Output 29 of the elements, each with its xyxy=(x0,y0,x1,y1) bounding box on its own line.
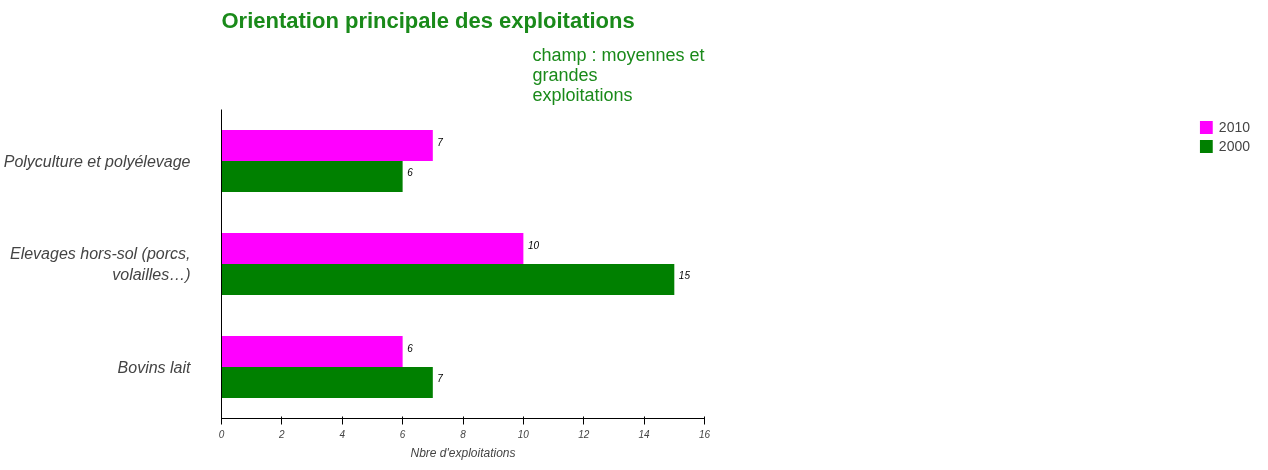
text: champ : moyennes et grandes exploitations xyxy=(532,44,705,105)
y-tick-label: Bovins lait xyxy=(117,358,192,376)
bar xyxy=(221,264,675,295)
x-tick-label: 10 xyxy=(517,428,530,440)
y-tick-label: Elevages hors-sol (porcs, volailles…) xyxy=(9,245,191,283)
data-label: 7 xyxy=(437,373,444,385)
x-axis-title: Nbre d'exploitations xyxy=(410,445,516,460)
data-label: 7 xyxy=(437,136,444,148)
x-tick-label: 4 xyxy=(339,428,346,440)
x-tick-label: 14 xyxy=(638,428,651,440)
bar xyxy=(221,233,524,264)
x-tick-label: 6 xyxy=(399,428,406,440)
data-label: 15 xyxy=(678,270,691,282)
x-tick-label: 0 xyxy=(218,428,225,440)
x-tick-label: 2 xyxy=(278,428,286,440)
bar xyxy=(221,130,433,161)
x-tick-label: 8 xyxy=(460,428,467,440)
y-tick-label: Polyculture et polyélevage xyxy=(3,152,191,170)
data-label: 10 xyxy=(527,239,540,251)
chart-title: Orientation principale des exploitations xyxy=(221,7,635,33)
legend-label: 2010 xyxy=(1218,119,1250,135)
bar xyxy=(221,336,403,367)
x-tick-label: 16 xyxy=(698,428,711,440)
x-tick-label: 12 xyxy=(578,428,590,440)
data-label: 6 xyxy=(407,342,414,354)
bar xyxy=(221,161,403,192)
data-label: 6 xyxy=(407,167,414,179)
bar xyxy=(221,367,433,398)
legend-label: 2000 xyxy=(1218,138,1250,154)
